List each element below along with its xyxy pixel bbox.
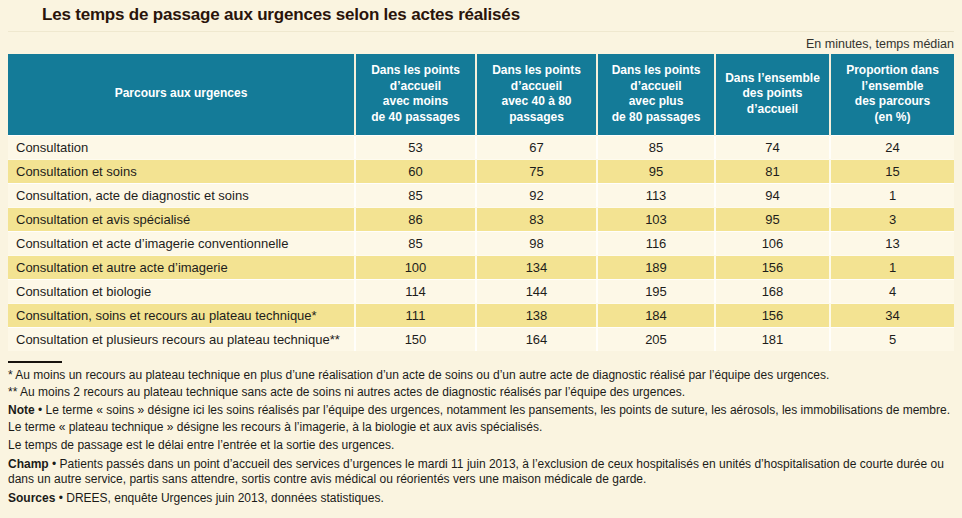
table-row: Consultation, soins et recours au platea…: [8, 303, 954, 327]
table-row: Consultation et biologie 114 144 195 168…: [8, 279, 954, 303]
column-header-plus-80: Dans les points d’accueil avec plus de 8…: [597, 54, 715, 135]
footnote-champ: Champ • Patients passés dans un point d’…: [8, 457, 954, 488]
table-row: Consultation et avis spécialisé 86 83 10…: [8, 207, 954, 231]
cell-value: 1: [830, 255, 954, 279]
title-divider: [8, 31, 954, 32]
table-row: Consultation, acte de diagnostic et soin…: [8, 183, 954, 207]
cell-value: 189: [597, 255, 715, 279]
row-label: Consultation: [8, 135, 355, 159]
cell-value: 114: [355, 279, 476, 303]
cell-value: 184: [597, 303, 715, 327]
cell-value: 1: [830, 183, 954, 207]
cell-value: 95: [597, 159, 715, 183]
footnote-asterisk1: * Au moins un recours au plateau techniq…: [8, 368, 954, 384]
sources-text: • DREES, enquête Urgences juin 2013, don…: [55, 491, 383, 505]
figure-page: Les temps de passage aux urgences selon …: [0, 0, 962, 518]
cell-value: 85: [355, 231, 476, 255]
cell-value: 106: [715, 231, 830, 255]
cell-value: 150: [355, 327, 476, 351]
table-row: Consultation et plusieurs recours au pla…: [8, 327, 954, 351]
column-header-moins-40: Dans les points d’accueil avec moins de …: [355, 54, 476, 135]
champ-label: Champ: [8, 457, 49, 471]
cell-value: 168: [715, 279, 830, 303]
cell-value: 113: [597, 183, 715, 207]
cell-value: 94: [715, 183, 830, 207]
cell-value: 103: [597, 207, 715, 231]
table-header: Parcours aux urgences Dans les points d’…: [8, 54, 954, 135]
cell-value: 144: [476, 279, 597, 303]
row-label: Consultation et plusieurs recours au pla…: [8, 327, 355, 351]
cell-value: 3: [830, 207, 954, 231]
cell-value: 111: [355, 303, 476, 327]
column-header-40-80: Dans les points d’accueil avec 40 à 80 p…: [476, 54, 597, 135]
sources-label: Sources: [8, 491, 55, 505]
table-row: Consultation et acte d’imagerie conventi…: [8, 231, 954, 255]
cell-value: 181: [715, 327, 830, 351]
row-label: Consultation, acte de diagnostic et soin…: [8, 183, 355, 207]
cell-value: 24: [830, 135, 954, 159]
cell-value: 92: [476, 183, 597, 207]
column-header-ensemble: Dans l’ensemble des points d’accueil: [715, 54, 830, 135]
row-label: Consultation et biologie: [8, 279, 355, 303]
header-row: Parcours aux urgences Dans les points d’…: [8, 54, 954, 135]
cell-value: 138: [476, 303, 597, 327]
footnote-note-line3: Le temps de passage est le délai entre l…: [8, 438, 954, 454]
cell-value: 86: [355, 207, 476, 231]
cell-value: 5: [830, 327, 954, 351]
table-row: Consultation 53 67 85 74 24: [8, 135, 954, 159]
footnotes-block: * Au moins un recours au plateau techniq…: [8, 368, 954, 507]
cell-value: 13: [830, 231, 954, 255]
cell-value: 60: [355, 159, 476, 183]
urgences-table: Parcours aux urgences Dans les points d’…: [8, 54, 954, 351]
footnote-sources: Sources • DREES, enquête Urgences juin 2…: [8, 491, 954, 507]
cell-value: 156: [715, 255, 830, 279]
cell-value: 74: [715, 135, 830, 159]
cell-value: 116: [597, 231, 715, 255]
footnote-divider: [8, 361, 62, 363]
unit-note: En minutes, temps médian: [806, 37, 954, 51]
cell-value: 75: [476, 159, 597, 183]
note-text: • Le terme « soins » désigne ici les soi…: [35, 403, 950, 417]
cell-value: 156: [715, 303, 830, 327]
cell-value: 85: [355, 183, 476, 207]
row-label: Consultation et acte d’imagerie conventi…: [8, 231, 355, 255]
row-label: Consultation et soins: [8, 159, 355, 183]
row-label: Consultation, soins et recours au platea…: [8, 303, 355, 327]
cell-value: 85: [597, 135, 715, 159]
column-header-parcours: Parcours aux urgences: [8, 54, 355, 135]
cell-value: 195: [597, 279, 715, 303]
footnote-asterisk2: ** Au moins 2 recours au plateau techniq…: [8, 385, 954, 401]
cell-value: 81: [715, 159, 830, 183]
footnote-note-line2: Le terme « plateau technique » désigne l…: [8, 420, 954, 436]
footnote-note: Note • Le terme « soins » désigne ici le…: [8, 403, 954, 419]
cell-value: 164: [476, 327, 597, 351]
table-row: Consultation et soins 60 75 95 81 15: [8, 159, 954, 183]
cell-value: 95: [715, 207, 830, 231]
cell-value: 83: [476, 207, 597, 231]
cell-value: 134: [476, 255, 597, 279]
table-body: Consultation 53 67 85 74 24 Consultation…: [8, 135, 954, 351]
cell-value: 205: [597, 327, 715, 351]
row-label: Consultation et autre acte d’imagerie: [8, 255, 355, 279]
table-row: Consultation et autre acte d’imagerie 10…: [8, 255, 954, 279]
cell-value: 34: [830, 303, 954, 327]
cell-value: 53: [355, 135, 476, 159]
note-label: Note: [8, 403, 35, 417]
page-title: Les temps de passage aux urgences selon …: [42, 5, 520, 25]
cell-value: 15: [830, 159, 954, 183]
cell-value: 98: [476, 231, 597, 255]
column-header-proportion: Proportion dans l’ensemble des parcours …: [830, 54, 954, 135]
cell-value: 100: [355, 255, 476, 279]
row-label: Consultation et avis spécialisé: [8, 207, 355, 231]
cell-value: 67: [476, 135, 597, 159]
champ-text: • Patients passés dans un point d’accuei…: [8, 457, 944, 487]
cell-value: 4: [830, 279, 954, 303]
